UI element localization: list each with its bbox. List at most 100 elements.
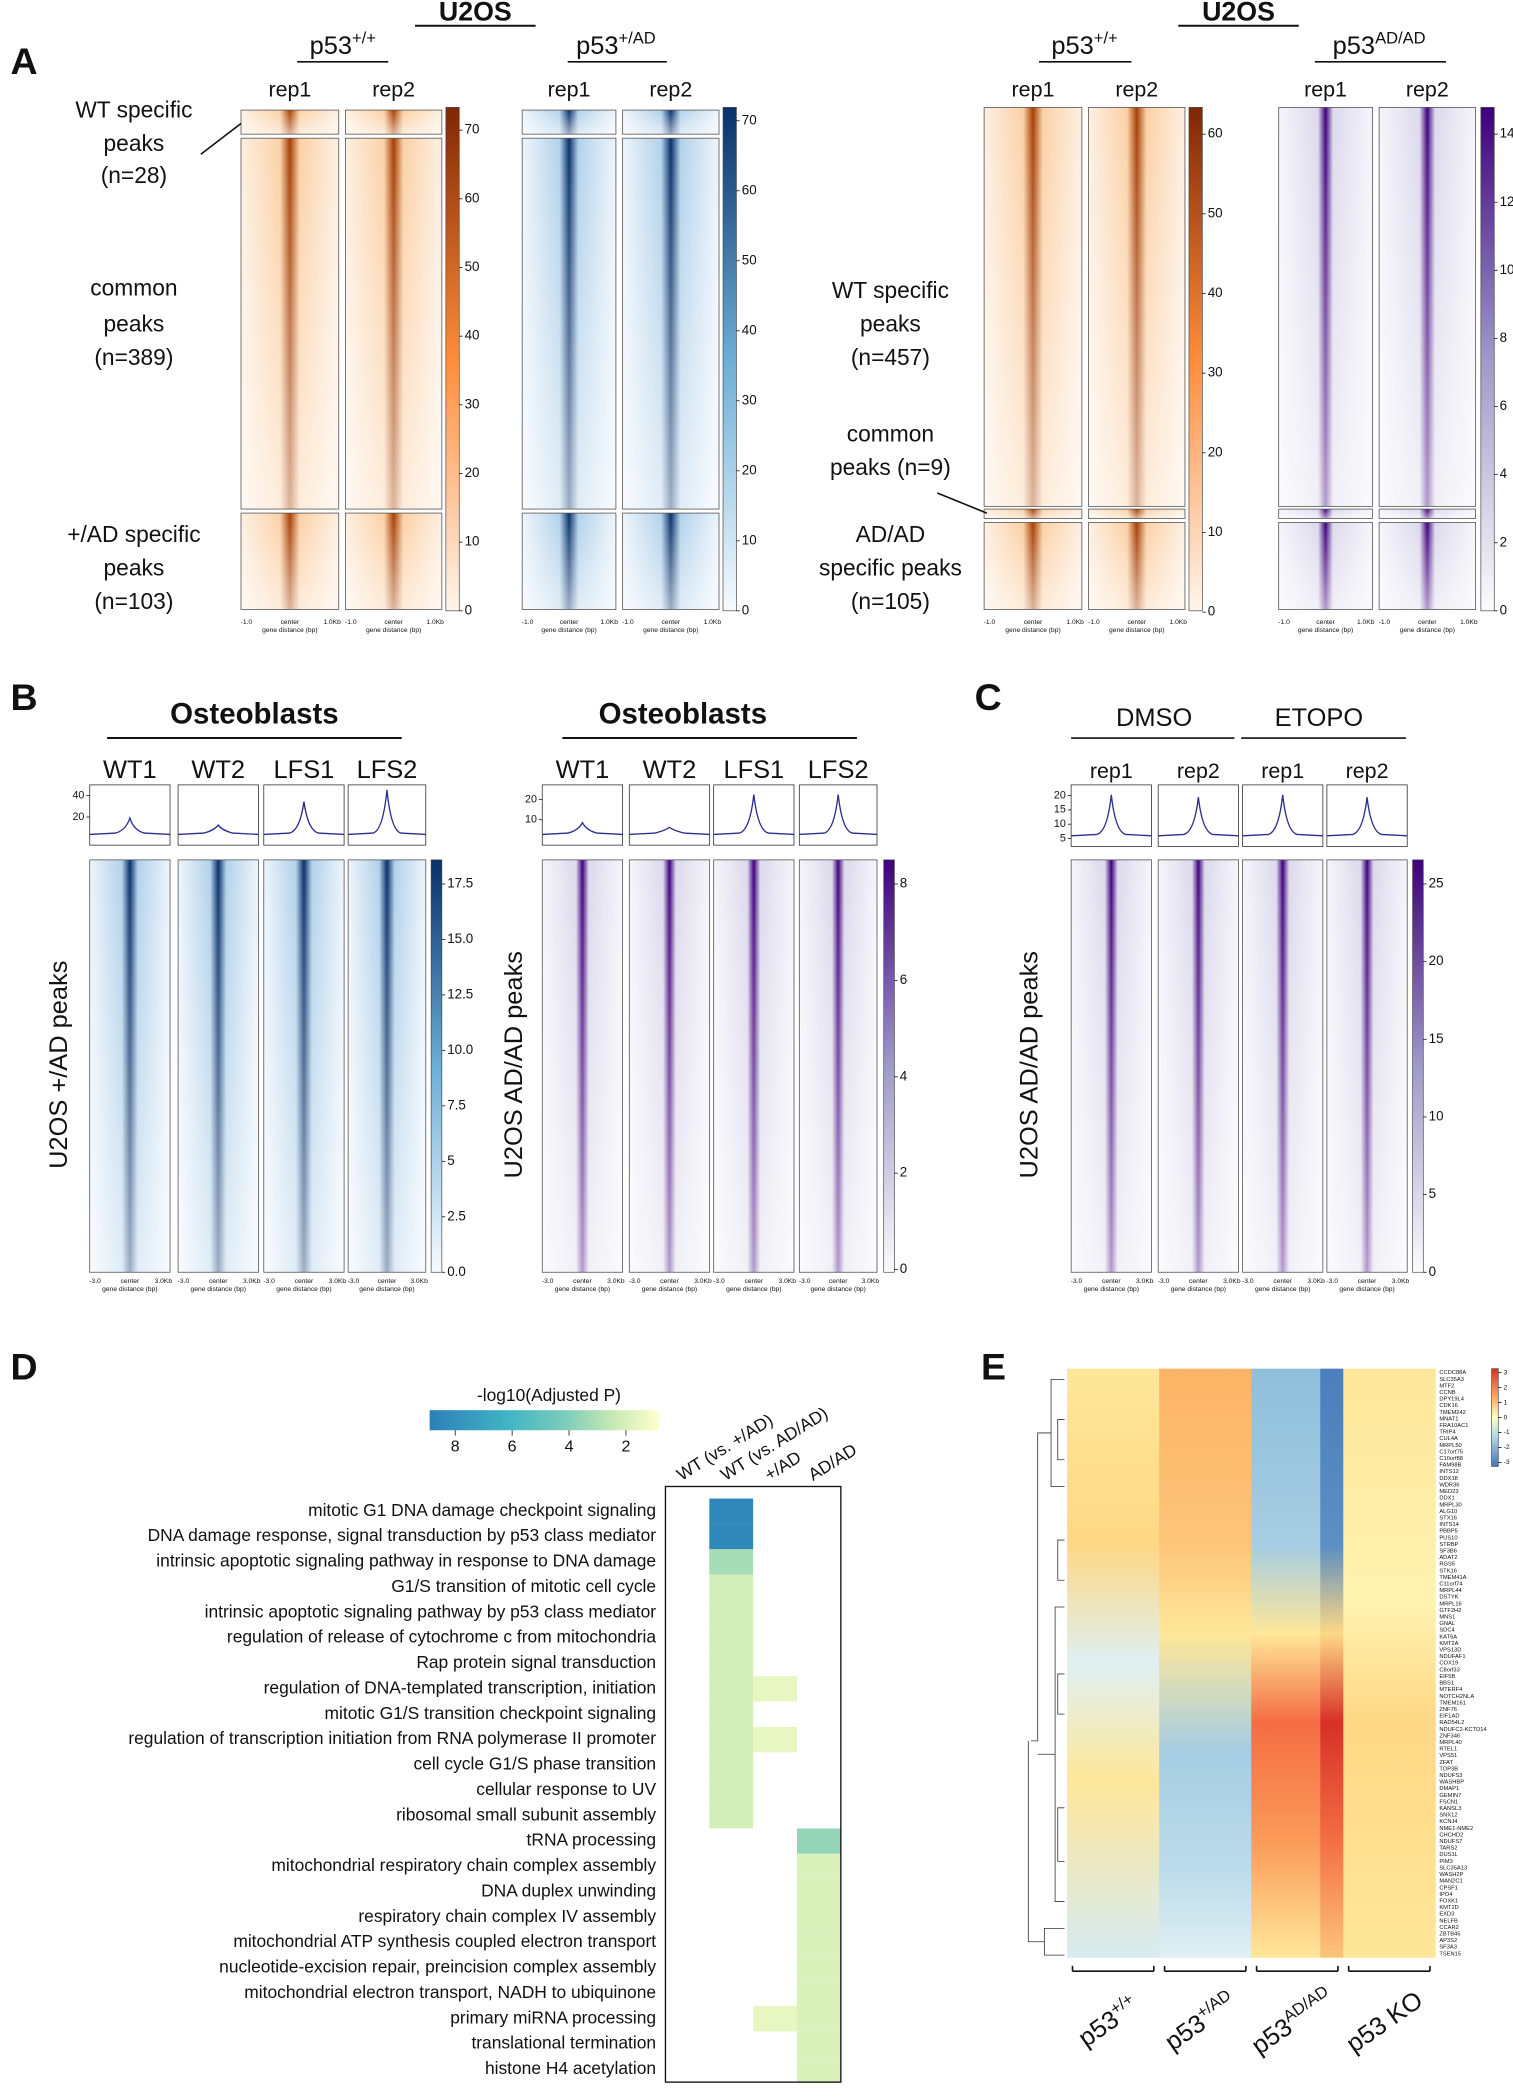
tick-label: 6 bbox=[1500, 398, 1507, 413]
x-axis-label: gene distance (bp) bbox=[810, 1286, 865, 1293]
tick-label: 10 bbox=[465, 534, 480, 549]
gene-label: MRPL16 bbox=[1439, 1601, 1461, 1607]
tick-label: 12.5 bbox=[447, 986, 473, 1001]
x-axis-label: gene distance (bp) bbox=[642, 1286, 697, 1293]
tick-label: 4 bbox=[900, 1068, 908, 1083]
heatmap-cell bbox=[797, 1929, 841, 1956]
heatmap-fade bbox=[347, 859, 427, 1273]
heatmap-fade bbox=[622, 137, 720, 510]
gene-label: MTF2 bbox=[1439, 1383, 1454, 1389]
panel-label: D bbox=[11, 1345, 38, 1387]
x-tick-label: -3.0 bbox=[89, 1278, 101, 1285]
tick-label: 10 bbox=[1054, 818, 1066, 830]
heatmap-fade bbox=[798, 859, 878, 1273]
group-label: (n=28) bbox=[101, 162, 167, 188]
gene-label: AP3S2 bbox=[1439, 1938, 1457, 1944]
term-label: cell cycle G1/S phase transition bbox=[413, 1754, 656, 1774]
panel-title: U2OS bbox=[1202, 0, 1275, 26]
x-tick-label: -1.0 bbox=[1278, 619, 1290, 626]
profile-curve bbox=[1326, 797, 1408, 837]
tick-label: 15 bbox=[1429, 1031, 1444, 1046]
tick-label: 10 bbox=[525, 814, 537, 826]
tick-label: 30 bbox=[465, 396, 480, 411]
tick-label: 20 bbox=[1429, 953, 1444, 968]
gene-label: SF3A3 bbox=[1439, 1945, 1457, 1951]
x-tick-label: -3.0 bbox=[1326, 1278, 1338, 1285]
genotype-header-sup: +/+ bbox=[1094, 29, 1118, 48]
heatmap-fade bbox=[240, 137, 340, 510]
gene-label: MRPL30 bbox=[1439, 1502, 1461, 1508]
gene-label: MAN2C1 bbox=[1439, 1879, 1462, 1885]
sample-label: LFS2 bbox=[357, 756, 418, 784]
tick-label: 40 bbox=[72, 789, 84, 801]
group-label: peaks bbox=[860, 311, 921, 337]
gene-label: ZNF76 bbox=[1439, 1707, 1457, 1713]
heatmap-column bbox=[1412, 1368, 1436, 1958]
x-tick-label: 3.0Kb bbox=[329, 1278, 347, 1285]
heatmap-column bbox=[1205, 1368, 1229, 1958]
tick-label: 0 bbox=[465, 602, 472, 617]
x-tick-label: -3.0 bbox=[178, 1278, 190, 1285]
gene-label: DMAP1 bbox=[1439, 1786, 1459, 1792]
dendrogram bbox=[1027, 1378, 1065, 1956]
group-label: common bbox=[90, 274, 177, 300]
profile-curve bbox=[1071, 794, 1152, 837]
term-label: mitochondrial ATP synthesis coupled elec… bbox=[233, 1931, 656, 1951]
heatmap-cell bbox=[797, 1904, 841, 1930]
heatmap-column bbox=[1366, 1368, 1390, 1958]
heatmap-column bbox=[1182, 1368, 1206, 1958]
group-label: peaks bbox=[104, 130, 165, 156]
x-axis-label: gene distance (bp) bbox=[1171, 1286, 1226, 1293]
gene-label: VPS13D bbox=[1439, 1648, 1461, 1654]
genotype-header-sup: +/+ bbox=[352, 29, 376, 48]
tick-label: 20 bbox=[1054, 789, 1066, 801]
x-tick-label: center bbox=[1358, 1278, 1377, 1285]
x-tick-label: -3.0 bbox=[263, 1278, 275, 1285]
gene-label: KANSL3 bbox=[1439, 1806, 1461, 1812]
genotype-header: p53+/+ bbox=[1051, 29, 1117, 60]
gene-label: TMEM161 bbox=[1439, 1700, 1466, 1706]
heatmap-cell bbox=[753, 1676, 798, 1702]
gene-label: KCNJ4 bbox=[1439, 1819, 1458, 1825]
gene-label: NDUFS3 bbox=[1439, 1773, 1462, 1779]
tick-label: 20 bbox=[72, 811, 84, 823]
x-tick-label: center bbox=[573, 1278, 592, 1285]
x-tick-label: -1.0 bbox=[241, 619, 253, 626]
tick-label: 5 bbox=[1060, 832, 1066, 844]
heatmap-cell bbox=[709, 1498, 754, 1524]
tick-label: 10 bbox=[1500, 262, 1513, 277]
panel-label: C bbox=[975, 676, 1002, 718]
panel-title: Osteoblasts bbox=[599, 697, 768, 730]
tick-label: 12 bbox=[1500, 194, 1513, 209]
gene-label: DDX18 bbox=[1439, 1476, 1458, 1482]
genotype-header: p53AD/AD bbox=[1333, 29, 1426, 60]
gene-label: CCNB bbox=[1439, 1390, 1455, 1396]
heatmap-column bbox=[1228, 1368, 1252, 1958]
tick-label: 50 bbox=[742, 252, 757, 267]
tick-label: 17.5 bbox=[447, 876, 473, 891]
heatmap-column bbox=[1090, 1368, 1114, 1958]
gene-label: CPSF1 bbox=[1439, 1885, 1458, 1891]
tick-label: 5 bbox=[1429, 1186, 1436, 1201]
heatmap-fade bbox=[1278, 106, 1373, 507]
gene-label: VPS51 bbox=[1439, 1753, 1457, 1759]
gene-label: FRA10AC1 bbox=[1439, 1423, 1468, 1429]
heatmap-cell bbox=[709, 1777, 754, 1804]
heatmap-cell bbox=[797, 1828, 841, 1854]
heatmap-column bbox=[1274, 1368, 1298, 1958]
condition-label: ETOPO bbox=[1275, 704, 1364, 732]
genotype-header-main: p53 bbox=[576, 32, 618, 60]
x-tick-label: center bbox=[1316, 619, 1335, 626]
heatmap-column bbox=[1159, 1368, 1183, 1958]
group-label: specific peaks bbox=[819, 554, 962, 580]
x-tick-label: 3.0Kb bbox=[607, 1278, 625, 1285]
heatmap-fade bbox=[345, 137, 443, 510]
gene-label: PUS10 bbox=[1439, 1535, 1457, 1541]
term-label: regulation of release of cytochrome c fr… bbox=[227, 1627, 656, 1647]
heatmap-fade bbox=[521, 137, 617, 510]
x-tick-label: -3.0 bbox=[629, 1278, 641, 1285]
x-axis-label: gene distance (bp) bbox=[102, 1286, 157, 1293]
term-label: translational termination bbox=[471, 2033, 656, 2053]
sample-label: WT1 bbox=[556, 756, 610, 784]
tick-label: 4 bbox=[1500, 466, 1508, 481]
